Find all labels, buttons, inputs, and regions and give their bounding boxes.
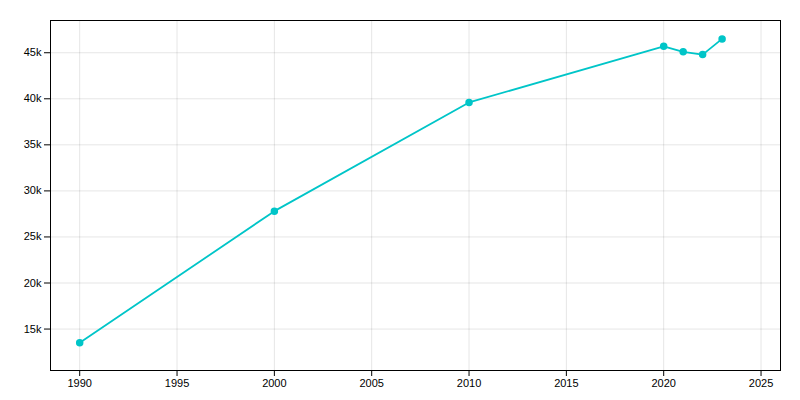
svg-text:25k: 25k xyxy=(24,230,42,242)
svg-text:2005: 2005 xyxy=(359,377,383,389)
svg-text:1990: 1990 xyxy=(67,377,91,389)
svg-text:45k: 45k xyxy=(24,46,42,58)
svg-text:20k: 20k xyxy=(24,277,42,289)
svg-text:2000: 2000 xyxy=(262,377,286,389)
svg-text:2015: 2015 xyxy=(554,377,578,389)
svg-text:35k: 35k xyxy=(24,138,42,150)
svg-text:40k: 40k xyxy=(24,92,42,104)
svg-text:30k: 30k xyxy=(24,184,42,196)
svg-text:1995: 1995 xyxy=(165,377,189,389)
svg-text:15k: 15k xyxy=(24,323,42,335)
svg-text:2025: 2025 xyxy=(749,377,773,389)
svg-text:2010: 2010 xyxy=(457,377,481,389)
svg-text:2020: 2020 xyxy=(651,377,675,389)
